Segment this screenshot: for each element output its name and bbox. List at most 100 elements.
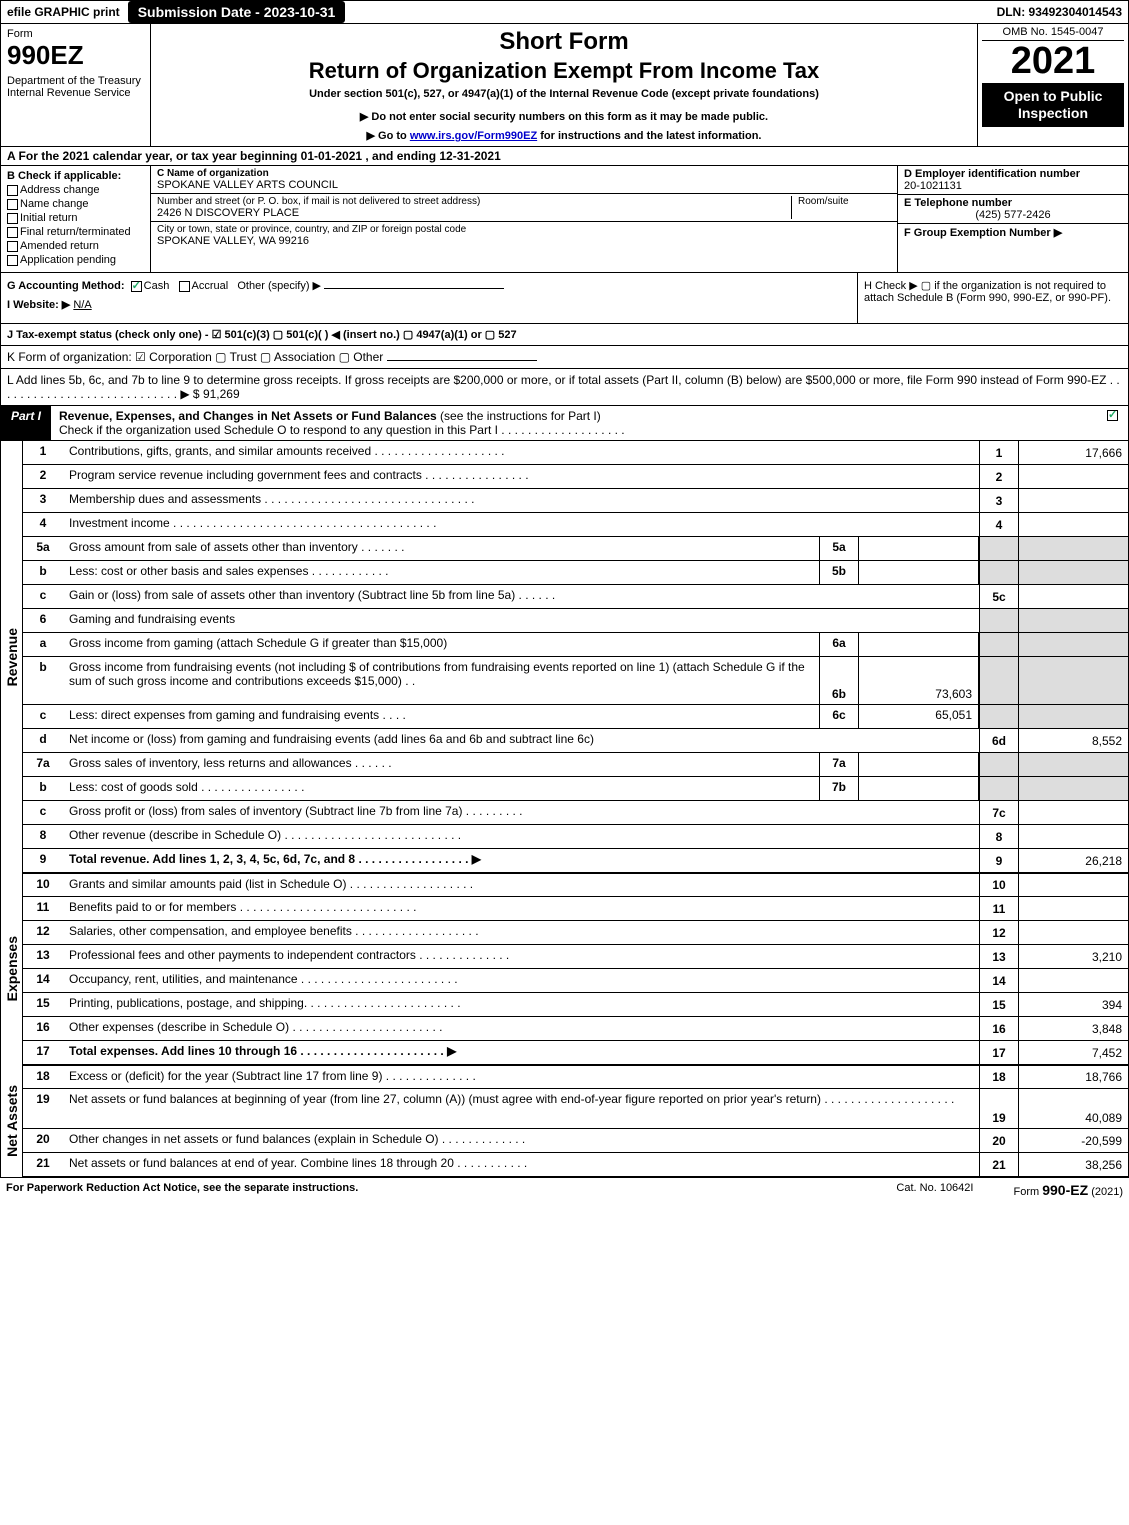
checkbox-cash[interactable] xyxy=(131,281,142,292)
line-21-val: 38,256 xyxy=(1019,1153,1129,1176)
c-street-label: Number and street (or P. O. box, if mail… xyxy=(157,196,791,207)
goto-link[interactable]: www.irs.gov/Form990EZ xyxy=(410,130,537,142)
line-9-desc-b: Total revenue. Add lines 1, 2, 3, 4, 5c,… xyxy=(69,852,481,866)
line-13: 13 Professional fees and other payments … xyxy=(23,945,1129,969)
department-label: Department of the Treasury Internal Reve… xyxy=(7,75,144,99)
line-1-num: 1 xyxy=(23,441,63,464)
line-7c-rn: 7c xyxy=(979,801,1019,824)
line-5c: c Gain or (loss) from sale of assets oth… xyxy=(23,585,1129,609)
line-7a-num: 7a xyxy=(23,753,63,776)
line-7b-iv xyxy=(859,777,979,800)
checkbox-amended[interactable] xyxy=(7,241,18,252)
line-17-desc-b: Total expenses. Add lines 10 through 16 … xyxy=(69,1044,456,1058)
line-19-val: 40,089 xyxy=(1019,1089,1129,1128)
line-14-num: 14 xyxy=(23,969,63,992)
header-left: Form 990EZ Department of the Treasury In… xyxy=(1,24,151,146)
line-20: 20 Other changes in net assets or fund b… xyxy=(23,1129,1129,1153)
checkbox-name-change[interactable] xyxy=(7,199,18,210)
line-19-rn: 19 xyxy=(979,1089,1019,1128)
k-other-blank[interactable] xyxy=(387,360,537,361)
line-4-rn: 4 xyxy=(979,513,1019,536)
expenses-side-text: Expenses xyxy=(4,936,20,1001)
line-6b-rn-grey xyxy=(979,657,1019,704)
header-right: OMB No. 1545-0047 2021 Open to Public In… xyxy=(978,24,1128,146)
checkbox-accrual[interactable] xyxy=(179,281,190,292)
b-pending: Application pending xyxy=(20,254,116,266)
line-9: 9 Total revenue. Add lines 1, 2, 3, 4, 5… xyxy=(23,849,1129,873)
line-16-desc: Other expenses (describe in Schedule O) … xyxy=(63,1017,979,1040)
line-6a-iv xyxy=(859,633,979,656)
checkbox-schedule-o[interactable] xyxy=(1107,410,1118,421)
g-accrual: Accrual xyxy=(192,280,229,292)
b-name: Name change xyxy=(20,198,89,210)
d-label: D Employer identification number xyxy=(904,168,1080,180)
part-i-title-rest: (see the instructions for Part I) xyxy=(437,409,601,423)
line-6-num: 6 xyxy=(23,609,63,632)
checkbox-pending[interactable] xyxy=(7,255,18,266)
line-9-rn: 9 xyxy=(979,849,1019,872)
line-4: 4 Investment income . . . . . . . . . . … xyxy=(23,513,1129,537)
footer-catalog: Cat. No. 10642I xyxy=(896,1182,973,1198)
line-7a-desc: Gross sales of inventory, less returns a… xyxy=(63,753,819,776)
org-name: SPOKANE VALLEY ARTS COUNCIL xyxy=(157,179,891,191)
part-i-title-bold: Revenue, Expenses, and Changes in Net As… xyxy=(59,409,437,423)
top-bar: efile GRAPHIC print Submission Date - 20… xyxy=(0,0,1129,24)
expenses-side-label: Expenses xyxy=(1,873,23,1065)
line-5a-rv-grey xyxy=(1019,537,1129,560)
line-6d-desc: Net income or (loss) from gaming and fun… xyxy=(63,729,979,752)
line-7c-desc: Gross profit or (loss) from sales of inv… xyxy=(63,801,979,824)
under-section-text: Under section 501(c), 527, or 4947(a)(1)… xyxy=(159,88,969,100)
return-title: Return of Organization Exempt From Incom… xyxy=(159,58,969,84)
line-6c-il: 6c xyxy=(819,705,859,728)
goto-text: ▶ Go to www.irs.gov/Form990EZ for instru… xyxy=(159,129,969,142)
line-6a-rv-grey xyxy=(1019,633,1129,656)
line-5c-rn: 5c xyxy=(979,585,1019,608)
g-other-blank[interactable] xyxy=(324,288,504,289)
checkbox-initial-return[interactable] xyxy=(7,213,18,224)
line-7a-rv-grey xyxy=(1019,753,1129,776)
line-7b-il: 7b xyxy=(819,777,859,800)
line-6b-num: b xyxy=(23,657,63,704)
line-12-num: 12 xyxy=(23,921,63,944)
header: Form 990EZ Department of the Treasury In… xyxy=(0,24,1129,147)
line-10: 10 Grants and similar amounts paid (list… xyxy=(23,873,1129,897)
line-6d-rn: 6d xyxy=(979,729,1019,752)
line-2: 2 Program service revenue including gove… xyxy=(23,465,1129,489)
goto-pre: ▶ Go to xyxy=(367,130,410,142)
checkbox-final-return[interactable] xyxy=(7,227,18,238)
line-10-desc: Grants and similar amounts paid (list in… xyxy=(63,874,979,896)
line-6: 6 Gaming and fundraising events xyxy=(23,609,1129,633)
net-assets-side-label: Net Assets xyxy=(1,1065,23,1177)
line-7a-iv xyxy=(859,753,979,776)
line-9-val: 26,218 xyxy=(1019,849,1129,872)
line-1-desc: Contributions, gifts, grants, and simila… xyxy=(63,441,979,464)
line-21-rn: 21 xyxy=(979,1153,1019,1176)
column-def: D Employer identification number 20-1021… xyxy=(898,166,1128,272)
line-19-num: 19 xyxy=(23,1089,63,1128)
footer-right-pre: Form xyxy=(1013,1186,1042,1198)
line-4-val xyxy=(1019,513,1129,536)
line-11-num: 11 xyxy=(23,897,63,920)
c-city-label: City or town, state or province, country… xyxy=(157,224,891,235)
line-7c: c Gross profit or (loss) from sales of i… xyxy=(23,801,1129,825)
g-label: G Accounting Method: xyxy=(7,280,125,292)
line-9-num: 9 xyxy=(23,849,63,872)
line-4-num: 4 xyxy=(23,513,63,536)
line-7b-rv-grey xyxy=(1019,777,1129,800)
line-19: 19 Net assets or fund balances at beginn… xyxy=(23,1089,1129,1129)
section-ghi: G Accounting Method: Cash Accrual Other … xyxy=(0,272,1129,324)
row-k-form-of-org: K Form of organization: ☑ Corporation ▢ … xyxy=(0,346,1129,369)
row-j-tax-exempt: J Tax-exempt status (check only one) - ☑… xyxy=(0,324,1129,346)
ein-value: 20-1021131 xyxy=(904,180,962,192)
line-6c-iv: 65,051 xyxy=(859,705,979,728)
column-h: H Check ▶ ▢ if the organization is not r… xyxy=(858,273,1128,323)
line-6b-rv-grey xyxy=(1019,657,1129,704)
line-7b-rn-grey xyxy=(979,777,1019,800)
page-footer: For Paperwork Reduction Act Notice, see … xyxy=(0,1177,1129,1202)
column-c-org-info: C Name of organization SPOKANE VALLEY AR… xyxy=(151,166,898,272)
b-amended: Amended return xyxy=(20,240,99,252)
line-16-rn: 16 xyxy=(979,1017,1019,1040)
line-5a: 5a Gross amount from sale of assets othe… xyxy=(23,537,1129,561)
line-10-val xyxy=(1019,874,1129,896)
checkbox-address-change[interactable] xyxy=(7,185,18,196)
